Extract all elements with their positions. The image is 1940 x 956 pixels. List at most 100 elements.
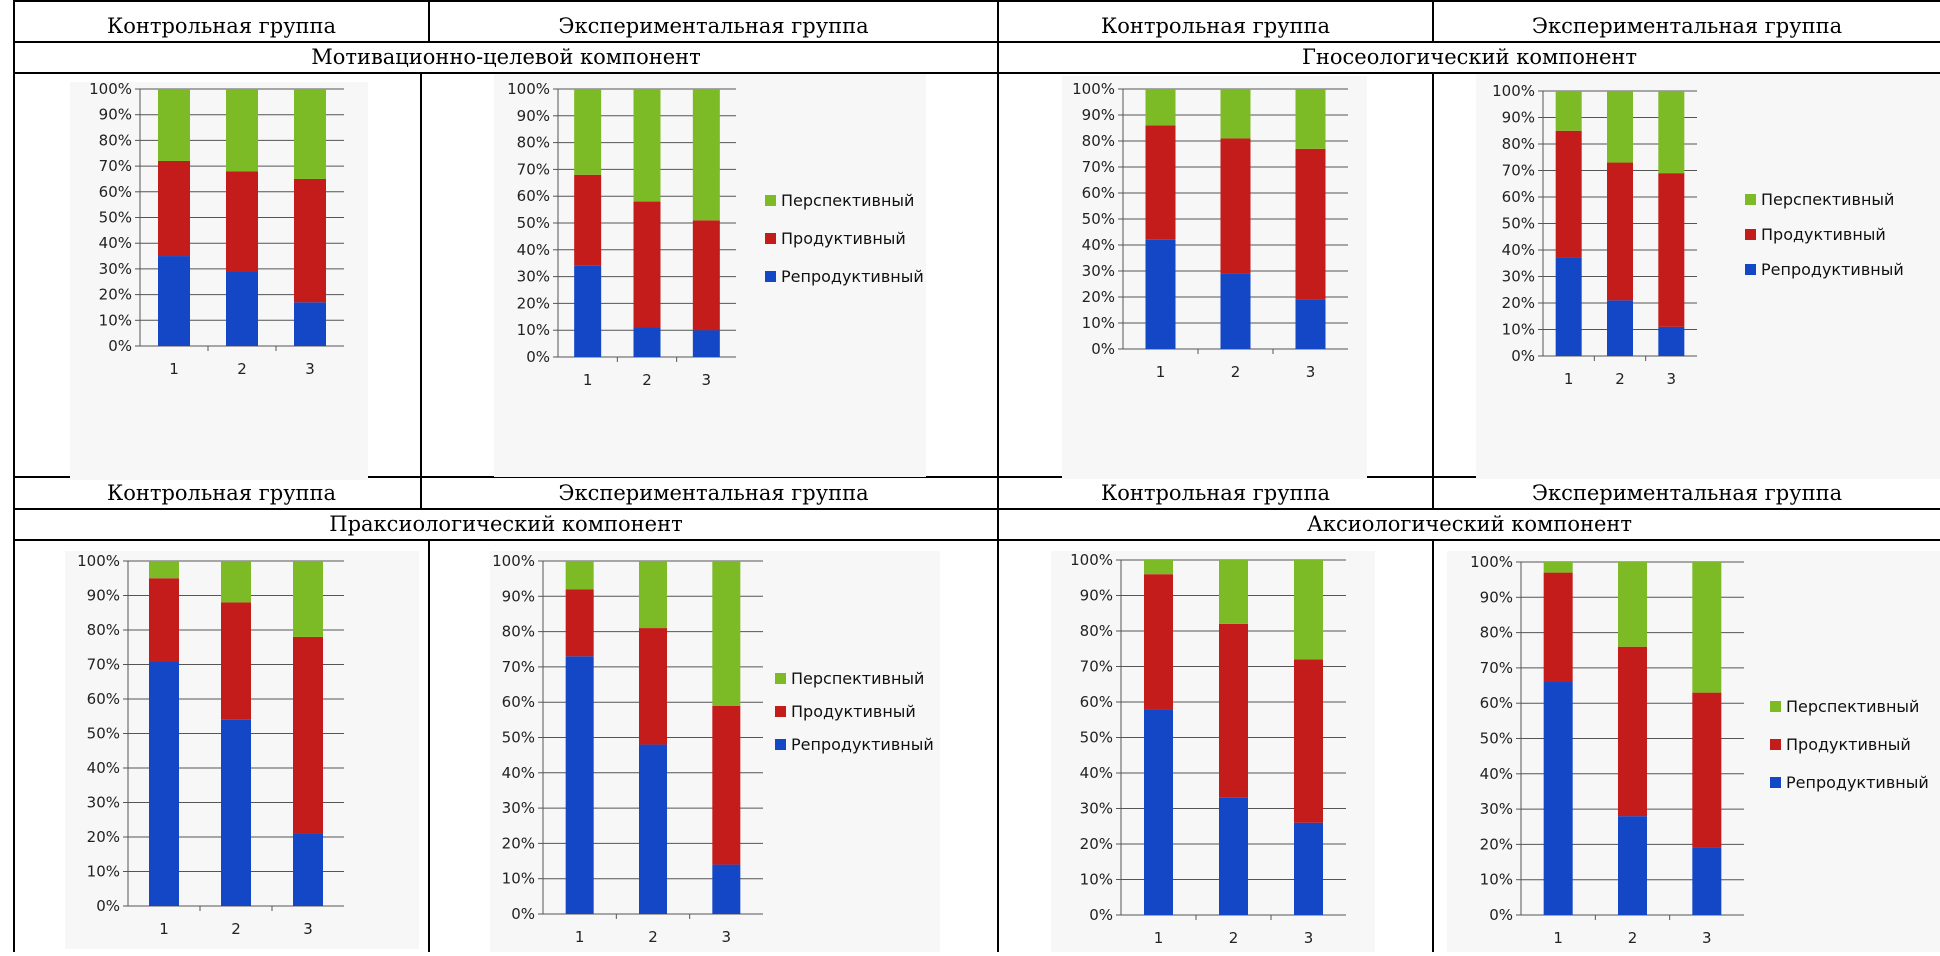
y-tick-label: 40% xyxy=(1082,236,1115,254)
bar-segment-perspective xyxy=(565,561,594,590)
y-tick-label: 10% xyxy=(502,870,535,888)
x-tick-label: 2 xyxy=(1615,370,1625,388)
table-row-divider xyxy=(14,41,1940,43)
bar-segment-perspective xyxy=(158,89,190,161)
bar-segment-reproductive xyxy=(1145,239,1176,349)
table-center-divider xyxy=(997,0,999,952)
legend-label-perspective: Перспективный xyxy=(1786,697,1919,716)
y-tick-label: 70% xyxy=(1480,659,1513,677)
bar-segment-reproductive xyxy=(1618,816,1647,915)
table-row-divider xyxy=(14,508,1940,510)
y-tick-label: 50% xyxy=(502,729,535,747)
x-tick-label: 3 xyxy=(702,371,712,389)
component-title: Праксиологический компонент xyxy=(329,512,683,536)
bar-segment-perspective xyxy=(1145,89,1176,126)
y-tick-label: 50% xyxy=(87,725,120,743)
legend-swatch-productive xyxy=(765,233,776,244)
y-tick-label: 40% xyxy=(502,764,535,782)
chart-gnoseological-experimental: 0% 10% 20% 30% 40% 50% 60% 70% 80% 90% 100% 1 2 3 Перс… xyxy=(1476,74,1940,479)
table-row-divider xyxy=(14,72,1940,74)
chart-gnoseological-control: 0% 10% 20% 30% 40% 50% 60% 70% 80% 90% 100% 1 2 3 xyxy=(1062,76,1367,479)
bar-segment-reproductive xyxy=(149,661,179,906)
chart-svg: 0% 10% 20% 30% 40% 50% 60% 70% 80% 90% 100% 1 2 3 Перс… xyxy=(1470,553,1929,947)
y-tick-label: 10% xyxy=(99,311,132,329)
bar-segment-reproductive xyxy=(1692,847,1722,915)
group-header-control: Контрольная группа xyxy=(1100,481,1331,505)
table-row-divider xyxy=(14,539,1940,541)
legend-swatch-reproductive xyxy=(1745,264,1756,275)
group-header-control: Контрольная группа xyxy=(106,481,337,505)
bar-segment-perspective xyxy=(574,89,602,175)
y-tick-label: 70% xyxy=(502,658,535,676)
legend-swatch-perspective xyxy=(775,673,786,684)
y-tick-label: 30% xyxy=(1480,800,1513,818)
y-tick-label: 30% xyxy=(517,268,550,286)
y-tick-label: 60% xyxy=(1502,188,1535,206)
component-title: Гносеологический компонент xyxy=(1301,45,1637,69)
bar-segment-perspective xyxy=(712,561,741,706)
bar-segment-productive xyxy=(149,578,179,662)
table-top-border xyxy=(14,0,1940,2)
bar-segment-perspective xyxy=(1219,560,1248,624)
chart-axiological-experimental: 0% 10% 20% 30% 40% 50% 60% 70% 80% 90% 100% 1 2 3 Перс… xyxy=(1447,551,1940,952)
legend-label-perspective: Перспективный xyxy=(1761,190,1894,209)
component-title: Аксиологический компонент xyxy=(1306,512,1633,536)
x-tick-label: 2 xyxy=(648,928,658,946)
chart-svg: 0% 10% 20% 30% 40% 50% 60% 70% 80% 90% 100% 1 2 3 xyxy=(1072,80,1348,381)
y-tick-label: 60% xyxy=(502,693,535,711)
chart-svg: 0% 10% 20% 30% 40% 50% 60% 70% 80% 90% 100% 1 2 3 Перс… xyxy=(1492,82,1904,388)
y-tick-label: 10% xyxy=(1502,321,1535,339)
y-tick-label: 10% xyxy=(87,863,120,881)
bar-segment-productive xyxy=(1607,162,1633,301)
y-tick-label: 100% xyxy=(507,80,550,98)
y-tick-label: 0% xyxy=(96,897,120,915)
y-tick-label: 90% xyxy=(1082,106,1115,124)
bar-segment-productive xyxy=(221,602,251,720)
y-tick-label: 60% xyxy=(1080,693,1113,711)
y-tick-label: 10% xyxy=(1480,871,1513,889)
bar-segment-perspective xyxy=(1220,89,1251,139)
bar-segment-productive xyxy=(1144,574,1173,710)
legend-swatch-reproductive xyxy=(765,271,776,282)
legend-swatch-perspective xyxy=(1745,194,1756,205)
x-tick-label: 2 xyxy=(237,360,247,378)
bar-segment-productive xyxy=(294,178,326,303)
bar-segment-reproductive xyxy=(574,265,602,357)
y-tick-label: 100% xyxy=(89,82,132,98)
y-tick-label: 70% xyxy=(99,157,132,175)
y-tick-label: 50% xyxy=(1480,730,1513,748)
x-tick-label: 1 xyxy=(1553,929,1563,947)
y-tick-label: 60% xyxy=(517,187,550,205)
bar-segment-productive xyxy=(712,705,741,865)
bar-segment-productive xyxy=(1692,692,1722,848)
bar-segment-reproductive xyxy=(293,833,323,906)
bar-segment-reproductive xyxy=(294,302,326,346)
bar-segment-reproductive xyxy=(1555,257,1582,356)
bar-segment-reproductive xyxy=(158,256,190,346)
bar-segment-reproductive xyxy=(1543,682,1573,915)
bar-segment-perspective xyxy=(149,561,179,579)
y-tick-label: 40% xyxy=(517,241,550,259)
y-tick-label: 20% xyxy=(502,834,535,852)
bar-segment-productive xyxy=(1219,623,1248,798)
legend-label-reproductive: Репродуктивный xyxy=(781,267,924,286)
x-tick-label: 1 xyxy=(575,928,585,946)
bar-segment-productive xyxy=(1618,646,1647,817)
y-tick-label: 60% xyxy=(1082,184,1115,202)
y-tick-label: 80% xyxy=(517,134,550,152)
y-tick-label: 40% xyxy=(87,759,120,777)
bar-segment-productive xyxy=(574,174,602,266)
y-tick-label: 0% xyxy=(526,348,550,366)
component-title: Мотивационно-целевой компонент xyxy=(311,45,701,69)
y-tick-label: 70% xyxy=(87,656,120,674)
bar-segment-productive xyxy=(692,220,720,331)
bar-segment-productive xyxy=(226,171,258,272)
y-tick-label: 70% xyxy=(1082,158,1115,176)
bar-segment-reproductive xyxy=(712,864,741,914)
bar-segment-reproductive xyxy=(1220,273,1251,349)
group-header-experimental: Экспериментальная группа xyxy=(558,14,869,38)
y-tick-label: 100% xyxy=(1072,80,1115,98)
y-tick-label: 100% xyxy=(77,552,120,570)
bar-segment-productive xyxy=(565,589,594,657)
table-cell-divider xyxy=(1432,72,1434,508)
